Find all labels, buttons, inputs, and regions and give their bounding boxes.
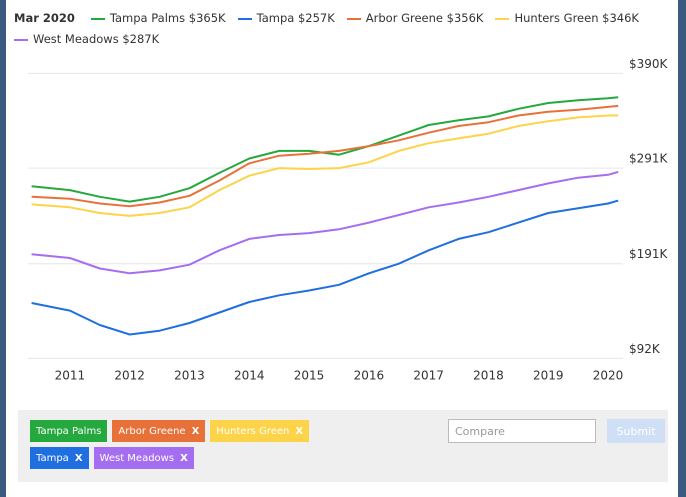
chips: Tampa Palms Arbor Greene X Hunters Green X Ta…: [30, 420, 310, 469]
chip-label: Tampa Palms: [36, 425, 102, 437]
chip[interactable]: Arbor Greene X: [112, 420, 206, 442]
y-tick-label: $92K: [629, 342, 661, 356]
chip-label: Tampa: [36, 452, 69, 464]
x-tick-label: 2013: [174, 369, 205, 383]
chip-remove[interactable]: X: [295, 425, 304, 437]
compare-input[interactable]: Compare: [448, 419, 596, 443]
chip-label: Hunters Green: [216, 425, 290, 437]
legend-label: West Meadows $287K: [33, 32, 160, 46]
x-tick-label: 2015: [294, 369, 325, 383]
legend-swatch: [495, 17, 510, 20]
legend-label: Tampa Palms $365K: [109, 11, 226, 25]
legend-item: West Meadows $287K: [14, 31, 159, 48]
chart: $92K $191K $291K $390K 2011 2012 2013 2014 2015 2…: [28, 57, 669, 383]
legend-date: Mar 2020: [14, 11, 75, 25]
controls: Tampa Palms Arbor Greene X Hunters Green X Ta…: [18, 410, 668, 482]
legend-swatch: [237, 17, 252, 20]
x-tick-label: 2014: [234, 369, 265, 383]
x-tick-label: 2018: [473, 369, 504, 383]
submit-button[interactable]: Submit: [607, 419, 665, 443]
legend-item: Tampa Palms $365K: [90, 10, 226, 27]
legend-swatch: [90, 17, 105, 20]
series-line: [31, 199, 619, 336]
legend-label: Hunters Green $346K: [514, 11, 639, 25]
legend-item: Arbor Greene $356K: [346, 10, 484, 27]
legend-label: Tampa $257K: [256, 11, 335, 25]
chip[interactable]: Tampa X: [30, 447, 89, 469]
x-tick-label: 2011: [55, 369, 86, 383]
chip-label: West Meadows: [99, 452, 175, 464]
panel: $92K $191K $291K $390K 2011 2012 2013 2014 2015 2…: [6, 0, 678, 497]
chip[interactable]: Hunters Green X: [210, 420, 310, 442]
x-tick-label: 2017: [413, 369, 444, 383]
chip-remove[interactable]: X: [74, 452, 83, 464]
series-line: [31, 114, 619, 217]
legend-label: Arbor Greene $356K: [365, 11, 484, 25]
x-tick-label: 2012: [114, 369, 145, 383]
legend-swatch: [14, 38, 28, 41]
legend: Mar 2020 Tampa Palms $365K Tampa $257K Arb…: [14, 10, 654, 48]
y-tick-label: $291K: [629, 152, 669, 166]
x-tick-label: 2020: [593, 369, 624, 383]
chip-remove[interactable]: X: [180, 452, 188, 464]
legend-item: Tampa $257K: [237, 10, 335, 27]
x-tick-label: 2019: [533, 369, 564, 383]
chip-label: Arbor Greene: [118, 425, 186, 437]
chip[interactable]: West Meadows X: [93, 447, 194, 469]
x-tick-label: 2016: [354, 369, 385, 383]
chip-remove[interactable]: X: [191, 425, 200, 437]
series-line: [31, 96, 619, 203]
y-tick-label: $390K: [629, 57, 669, 71]
series-line: [31, 104, 619, 208]
chip[interactable]: Tampa Palms: [30, 420, 108, 442]
series-line: [31, 170, 619, 275]
legend-item: Hunters Green $346K: [495, 10, 639, 27]
y-tick-label: $191K: [629, 247, 669, 261]
legend-swatch: [346, 17, 361, 20]
